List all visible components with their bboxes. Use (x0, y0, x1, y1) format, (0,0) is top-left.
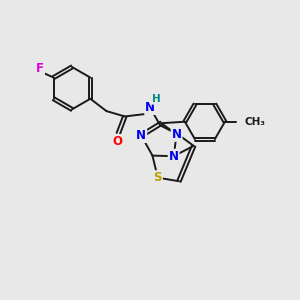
Text: CH₃: CH₃ (245, 117, 266, 127)
Text: N: N (169, 150, 179, 163)
Text: F: F (36, 61, 44, 75)
Text: H: H (152, 94, 160, 104)
Text: N: N (172, 128, 182, 141)
Text: O: O (113, 135, 123, 148)
Text: S: S (154, 171, 162, 184)
Text: N: N (136, 129, 146, 142)
Text: N: N (145, 101, 155, 114)
